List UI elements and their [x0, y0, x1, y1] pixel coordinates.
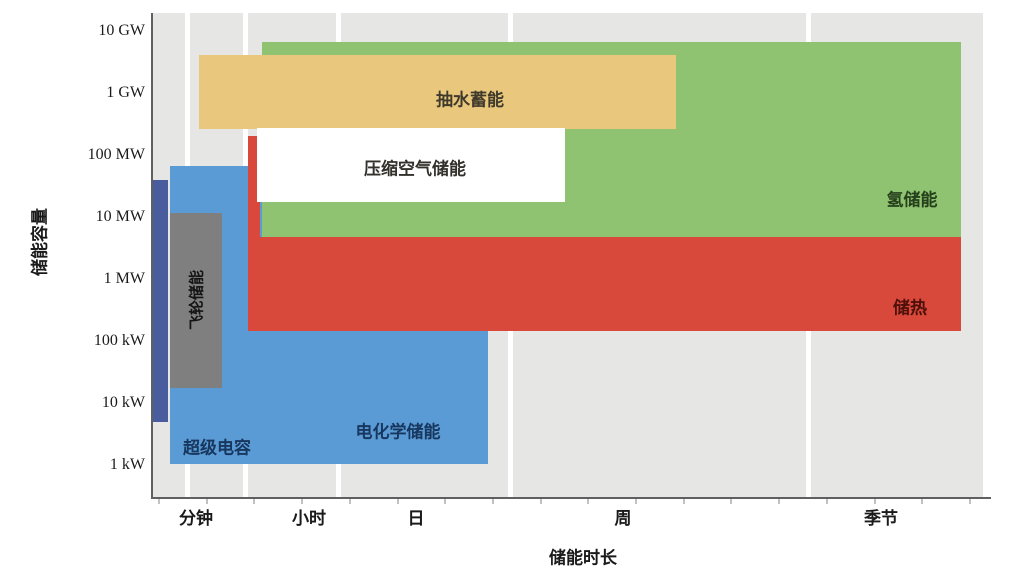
x-tick-label: 分钟 — [179, 509, 213, 528]
bar-label-thermal: 储热 — [893, 298, 927, 318]
y-tick-label: 100 MW — [87, 146, 145, 163]
bar-pumped-hydro — [199, 55, 676, 129]
x-minor-tick — [587, 499, 589, 504]
bar-thermal — [248, 237, 961, 331]
y-tick-label: 1 GW — [106, 84, 145, 101]
x-minor-tick — [206, 499, 208, 504]
y-tick-label: 1 MW — [103, 270, 145, 287]
x-minor-tick — [444, 499, 446, 504]
bar-label-compressed-air: 压缩空气储能 — [364, 159, 466, 179]
x-minor-tick — [874, 499, 876, 504]
x-minor-tick — [730, 499, 732, 504]
bar-label-flywheel: 飞轮储能 — [189, 269, 206, 331]
y-axis-title: 储能容量 — [30, 208, 50, 276]
bar-compressed-air — [257, 128, 565, 202]
x-minor-tick — [349, 499, 351, 504]
bar-label-pumped-hydro: 抽水蓄能 — [436, 90, 504, 110]
y-tick-label: 100 kW — [93, 332, 145, 349]
bar-supercapacitor — [153, 180, 168, 422]
plot-area: 抽水蓄能压缩空气储能氢储能储热电化学储能超级电容 飞轮储能 — [152, 13, 983, 498]
y-tick-label: 10 kW — [101, 394, 145, 411]
y-tick-label: 10 GW — [98, 22, 145, 39]
x-minor-tick — [921, 499, 923, 504]
x-axis-line — [151, 497, 991, 499]
x-minor-tick — [158, 499, 160, 504]
x-minor-tick — [492, 499, 494, 504]
x-tick-label: 季节 — [864, 509, 898, 528]
bar-label-supercapacitor: 超级电容 — [183, 438, 251, 458]
x-minor-tick — [778, 499, 780, 504]
x-tick-label: 周 — [614, 509, 632, 528]
x-axis-title: 储能时长 — [549, 548, 617, 568]
x-minor-tick — [540, 499, 542, 504]
x-minor-tick — [301, 499, 303, 504]
bar-label-electrochemical: 电化学储能 — [355, 422, 441, 442]
x-tick-label: 小时 — [292, 509, 326, 528]
x-tick-label: 日 — [407, 509, 425, 528]
y-tick-label: 10 MW — [95, 208, 145, 225]
x-minor-tick — [253, 499, 255, 504]
bar-flywheel — [170, 213, 222, 388]
y-axis-line — [151, 13, 153, 499]
x-minor-tick — [969, 499, 971, 504]
x-minor-tick — [635, 499, 637, 504]
x-minor-tick — [683, 499, 685, 504]
x-minor-tick — [397, 499, 399, 504]
x-minor-tick — [826, 499, 828, 504]
bar-label-hydrogen: 氢储能 — [886, 190, 938, 210]
y-tick-label: 1 kW — [109, 456, 145, 473]
